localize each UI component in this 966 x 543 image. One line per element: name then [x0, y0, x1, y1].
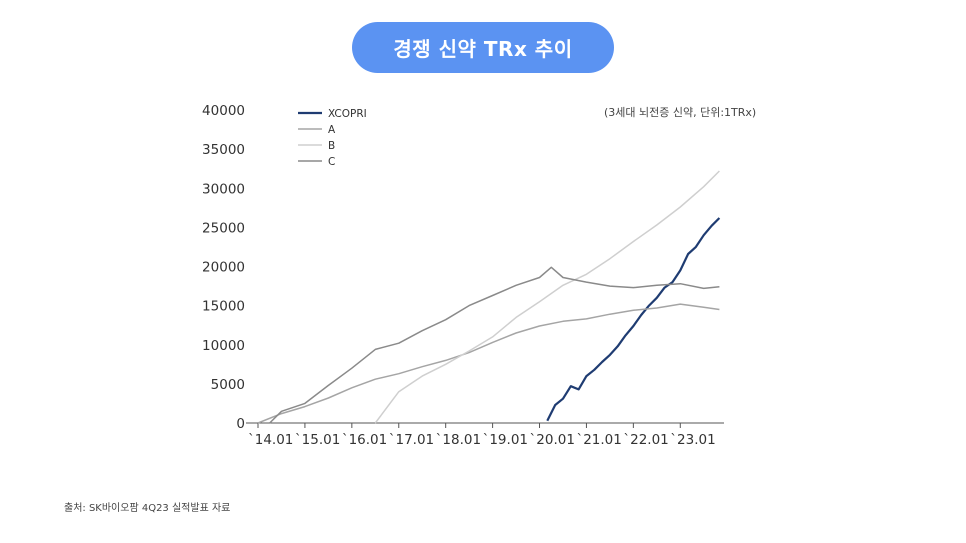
y-tick-label: 15000 [202, 299, 245, 315]
y-tick-label: 5000 [211, 377, 245, 393]
legend-label: B [328, 140, 335, 152]
x-tick-label: `18.01 [436, 432, 481, 448]
series-line-c [269, 266, 720, 424]
x-tick-label: `17.01 [389, 432, 434, 448]
y-tick-label: 10000 [202, 338, 245, 354]
y-tick-label: 30000 [202, 181, 245, 197]
legend-label: A [328, 124, 336, 136]
x-tick-label: `19.01 [483, 432, 528, 448]
series-line-b [374, 170, 720, 424]
y-tick-label: 20000 [202, 260, 245, 276]
legend-label: XCOPRI [328, 108, 367, 120]
x-tick-label: `16.01 [342, 432, 387, 448]
x-tick-label: `14.01 [248, 432, 293, 448]
unit-note: (3세대 뇌전증 신약, 단위:1TRx) [604, 106, 757, 119]
x-tick-label: `23.01 [670, 432, 715, 448]
y-tick-label: 25000 [202, 220, 245, 236]
series-line-a [257, 303, 720, 424]
y-tick-label: 0 [236, 416, 245, 432]
x-tick-label: `15.01 [295, 432, 340, 448]
y-tick-label: 35000 [202, 142, 245, 158]
x-tick-label: `21.01 [576, 432, 621, 448]
y-tick-label: 40000 [202, 103, 245, 119]
chart-title: 경쟁 신약 TRx 추이 [352, 22, 614, 73]
x-tick-label: `20.01 [530, 432, 575, 448]
legend-label: C [328, 156, 335, 168]
source-note: 출처: SK바이오팜 4Q23 실적발표 자료 [64, 503, 231, 514]
series-line-xcopri [546, 217, 721, 422]
x-tick-label: `22.01 [623, 432, 668, 448]
